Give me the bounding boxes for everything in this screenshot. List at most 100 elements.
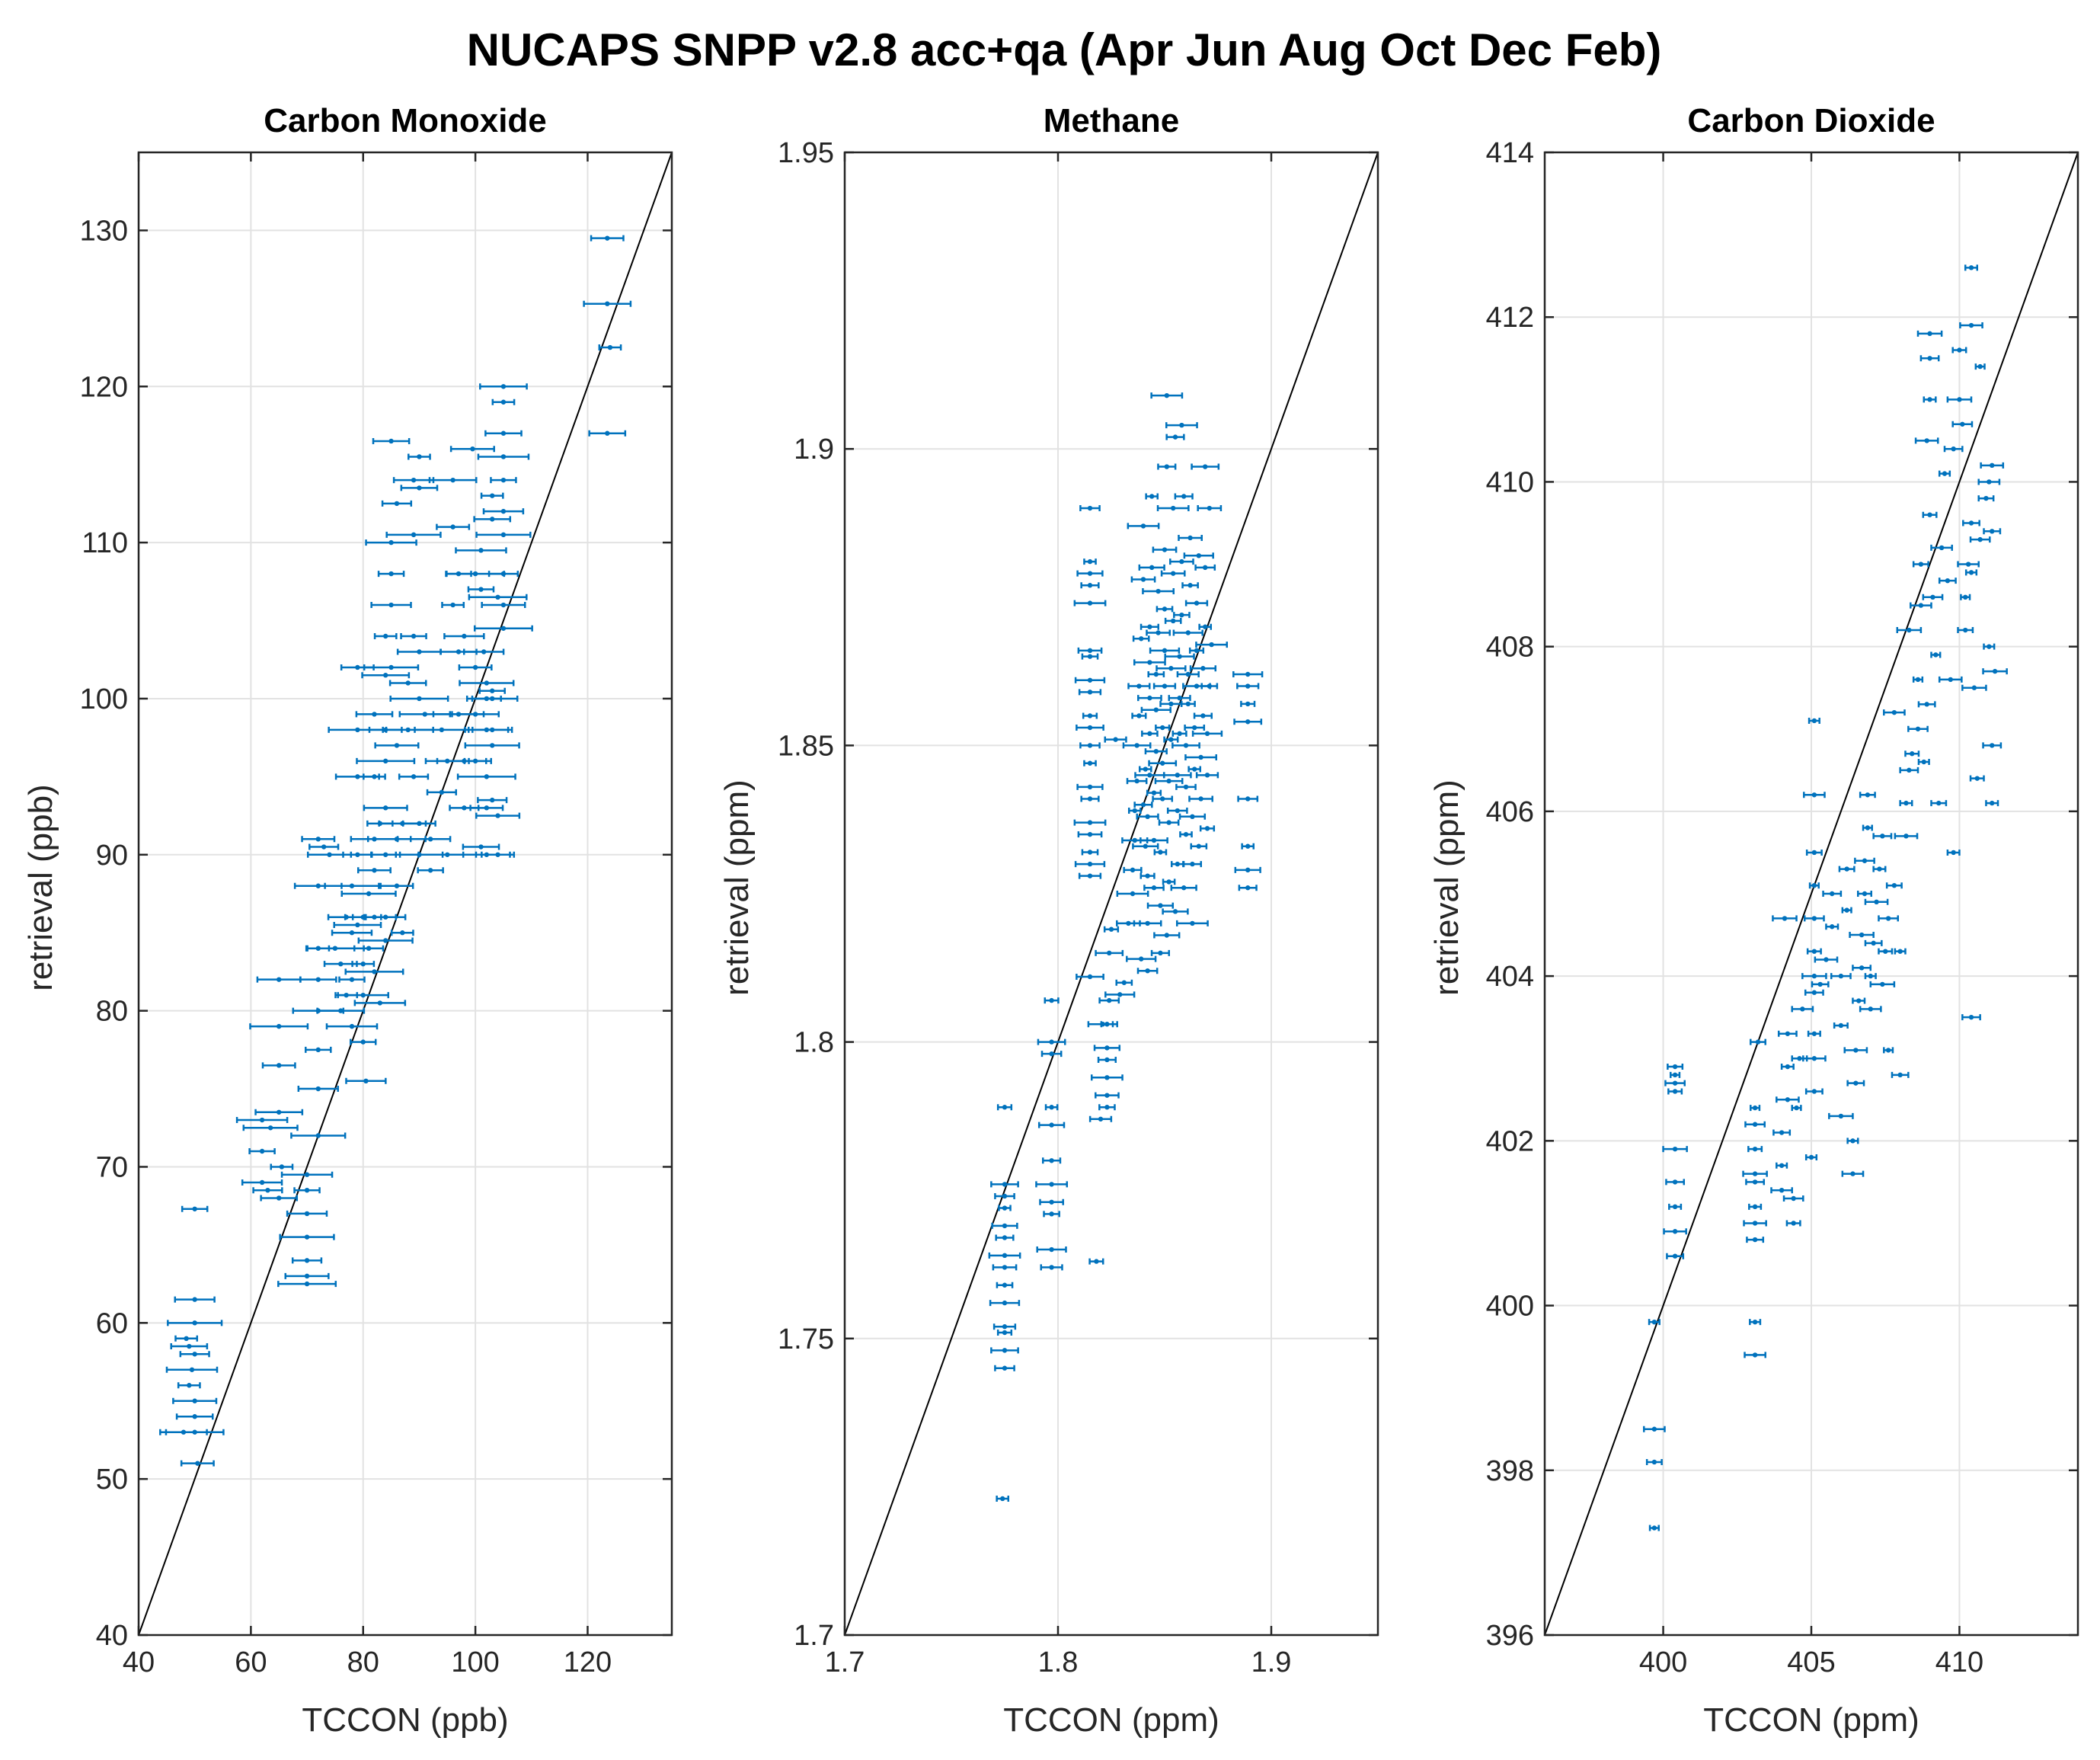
data-point [414, 726, 470, 733]
point-marker [267, 1125, 273, 1131]
point-marker [1207, 683, 1213, 689]
point-marker [478, 844, 484, 850]
point-marker [192, 1297, 197, 1302]
point-marker [1162, 606, 1168, 612]
point-marker [1245, 701, 1251, 707]
point-marker [1992, 668, 1998, 674]
point-marker [1651, 1525, 1657, 1531]
point-marker [1171, 571, 1176, 576]
data-point [455, 547, 507, 554]
point-marker [490, 696, 495, 702]
data-point [1141, 730, 1159, 737]
data-point [443, 633, 485, 640]
data-point [1156, 505, 1190, 512]
data-point [1153, 849, 1168, 856]
data-point [1076, 783, 1104, 790]
data-point [1776, 1162, 1788, 1169]
data-point [996, 1104, 1013, 1111]
point-marker [1153, 748, 1159, 754]
point-marker [315, 883, 321, 888]
point-marker [1002, 1205, 1008, 1211]
data-point [1743, 1220, 1767, 1227]
data-point [1803, 792, 1826, 798]
point-marker [1149, 565, 1155, 571]
point-marker [1880, 981, 1885, 987]
point-marker [1104, 1105, 1110, 1110]
point-marker [472, 664, 478, 670]
data-point [1664, 1080, 1686, 1086]
data-point [1648, 1525, 1660, 1531]
point-marker [1087, 600, 1093, 606]
point-marker [304, 1234, 310, 1240]
point-marker [1171, 618, 1176, 624]
point-marker [383, 673, 388, 678]
point-marker [1990, 743, 1995, 748]
data-point [363, 805, 408, 811]
point-marker [1951, 446, 1956, 452]
data-point [1074, 677, 1106, 683]
point-marker [1891, 882, 1897, 888]
data-point [1772, 1129, 1792, 1136]
data-point [1946, 849, 1961, 856]
point-marker [1049, 1051, 1054, 1057]
point-marker [1179, 558, 1184, 565]
data-point [1148, 760, 1178, 766]
point-marker [1868, 973, 1873, 979]
data-point [370, 602, 412, 609]
data-point [1132, 635, 1150, 642]
point-marker [1002, 1182, 1008, 1187]
point-marker [1200, 666, 1206, 671]
data-point [180, 1460, 215, 1467]
point-marker [1779, 1163, 1785, 1168]
point-marker [1672, 1080, 1678, 1086]
point-marker [1139, 956, 1144, 962]
point-marker [1977, 363, 1983, 370]
point-marker [1844, 866, 1849, 872]
data-point [436, 523, 471, 530]
point-marker [1209, 642, 1214, 648]
carbon-dioxide-identity-line [1544, 152, 2079, 1636]
point-marker [1158, 850, 1163, 855]
data-point [1183, 552, 1214, 559]
point-marker [1960, 421, 1965, 427]
data-point [449, 446, 495, 453]
point-marker [1002, 1105, 1008, 1110]
data-point [305, 1046, 332, 1053]
carbon-monoxide-ytick-label: 40 [96, 1620, 128, 1652]
point-marker [1927, 512, 1932, 517]
data-point [468, 594, 528, 600]
data-point [1982, 742, 2003, 749]
data-point [357, 867, 392, 874]
data-point [396, 648, 442, 655]
point-marker [1968, 520, 1974, 526]
point-marker [1907, 627, 1912, 633]
data-point [1155, 606, 1174, 613]
point-marker [1859, 932, 1865, 938]
point-marker [1844, 907, 1849, 913]
point-marker [1963, 594, 1968, 600]
point-marker [1963, 627, 1968, 633]
data-point [1162, 772, 1192, 779]
data-point [381, 500, 413, 507]
point-marker [1087, 974, 1093, 980]
point-marker [315, 1047, 321, 1053]
point-marker [1143, 766, 1149, 772]
point-marker [1168, 666, 1174, 671]
point-marker [1132, 808, 1138, 814]
point-marker [1132, 837, 1138, 843]
methane-ytick-label: 1.75 [778, 1323, 834, 1355]
point-marker [383, 633, 388, 639]
carbon-dioxide-xtick-label: 405 [1787, 1646, 1835, 1678]
data-point [1133, 659, 1166, 666]
point-marker [1194, 600, 1200, 606]
data-point [1194, 564, 1216, 571]
data-point [401, 820, 436, 827]
data-point [996, 1330, 1013, 1336]
methane-ylabel: retrieval (ppm) [718, 779, 756, 996]
data-point [481, 851, 516, 858]
data-point [1825, 923, 1839, 930]
data-point [1667, 1088, 1683, 1095]
point-marker [1838, 1113, 1844, 1119]
point-marker [1136, 683, 1142, 689]
point-marker [338, 961, 344, 967]
